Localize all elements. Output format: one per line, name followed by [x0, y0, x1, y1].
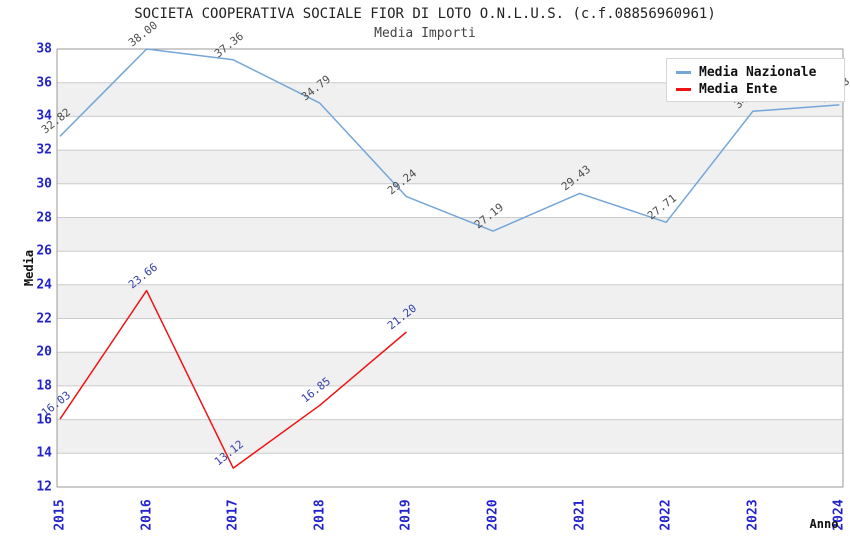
band — [57, 318, 843, 353]
legend-label: Media Ente — [699, 82, 778, 97]
y-axis-title: Media — [22, 249, 36, 287]
legend: Media Nazionale Media Ente — [666, 58, 845, 102]
band — [57, 284, 843, 319]
band — [57, 116, 843, 151]
band — [57, 419, 843, 454]
band — [57, 217, 843, 252]
chart-subtitle: Media Importi — [374, 26, 476, 41]
band — [57, 183, 843, 218]
band — [57, 352, 843, 386]
chart-title: SOCIETA COOPERATIVA SOCIALE FIOR DI LOTO… — [134, 6, 716, 22]
legend-item-media-nazionale: Media Nazionale — [676, 64, 844, 81]
band — [57, 453, 843, 487]
line-swatch-icon — [676, 88, 691, 91]
band — [57, 251, 843, 285]
series-line-1 — [59, 289, 407, 469]
band — [57, 385, 843, 420]
x-axis-title: Anno — [809, 517, 839, 531]
line-swatch-icon — [676, 71, 691, 74]
plot-border — [56, 48, 844, 488]
legend-label: Media Nazionale — [699, 65, 817, 80]
legend-item-media-ente: Media Ente — [676, 81, 844, 98]
band — [57, 150, 843, 184]
series-line-0 — [59, 48, 840, 232]
